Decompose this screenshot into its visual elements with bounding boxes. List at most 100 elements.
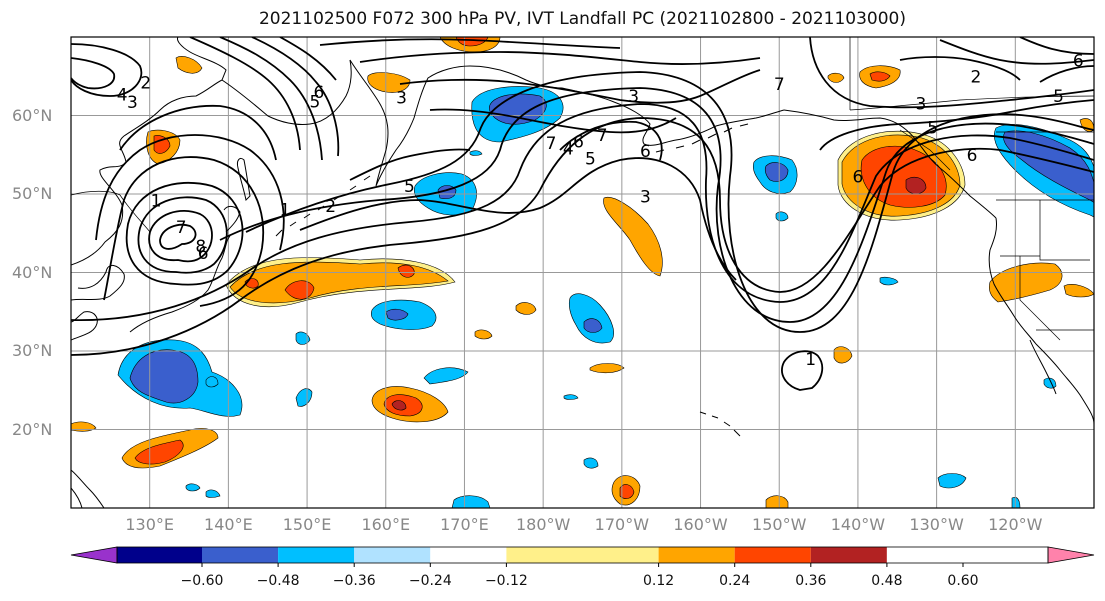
contour-label: 2 — [325, 197, 336, 217]
coast-okhotsk — [221, 59, 352, 125]
contour-low-1 — [159, 223, 197, 250]
shade-positive-bc-small — [827, 72, 845, 83]
contour-small-low — [781, 350, 824, 391]
contour-low-3 — [137, 196, 228, 274]
coast-sakhalin — [237, 157, 251, 202]
contour-band-10 — [319, 38, 621, 49]
colorbar-tick-label: −0.24 — [408, 573, 452, 589]
shade-negative-sub-15 — [563, 394, 579, 400]
lat-label: 30°N — [12, 341, 53, 360]
contour-label: 4 — [563, 139, 574, 159]
contour-ak-5 — [1019, 37, 1094, 55]
contour-nw-4 — [219, 37, 323, 161]
colorbar-bin — [810, 547, 887, 563]
contour-label: 5 — [1053, 87, 1064, 107]
contour-label: 3 — [127, 93, 138, 113]
shade-positive-wpac-band-orange — [229, 261, 449, 304]
contour-low-2 — [148, 210, 213, 263]
colorbar-bin — [963, 547, 1048, 563]
contour-label: 5 — [927, 118, 938, 138]
colorbar — [70, 546, 1095, 567]
shade-negative-sub-6 — [451, 495, 491, 508]
contour-label: 5 — [310, 92, 321, 112]
contour-band-1 — [71, 117, 1094, 356]
shade-negative-gulf-ak-blue — [764, 162, 789, 182]
border-russia-china — [119, 194, 151, 233]
contour-label: 1 — [280, 201, 291, 221]
contour-nw-2 — [71, 57, 116, 90]
coast-korea — [71, 265, 125, 301]
shade-positive-nepac-red — [860, 145, 947, 208]
contour-nw-3 — [189, 37, 301, 151]
colorbar-bin — [354, 547, 431, 563]
lon-label: 180°W — [515, 515, 571, 534]
colorbar-tick-label: −0.48 — [256, 573, 300, 589]
contour-ak-1 — [809, 37, 1094, 109]
shade-positive-sub-5-red — [619, 484, 635, 499]
contour-label: 6 — [853, 168, 864, 188]
border-us-states-3 — [1019, 256, 1061, 341]
contour-label: 2 — [971, 67, 982, 87]
contour-label: 6 — [198, 244, 209, 264]
coast-baja — [1029, 339, 1057, 395]
lat-label: 50°N — [12, 184, 53, 203]
shade-positive-aleutian — [603, 196, 663, 277]
colorbar-bin — [430, 547, 507, 563]
shade-negative-sub-5 — [583, 457, 599, 469]
colorbar-tick-label: 0.12 — [643, 573, 675, 589]
shade-negative-35n-160e-blue — [385, 308, 409, 321]
border-alaska-panhandle — [899, 129, 951, 171]
contour-band-7 — [429, 108, 677, 134]
graticule — [71, 37, 1094, 508]
colorbar-bin — [886, 547, 963, 563]
contour-ak-4 — [939, 39, 1094, 65]
border-us-states-1 — [1039, 200, 1090, 261]
contour-low-4 — [125, 182, 244, 286]
shade-positive-sub-6 — [765, 495, 789, 508]
lon-label: 150°W — [752, 515, 807, 534]
shade-positive-yukon-red — [869, 71, 891, 82]
lon-label: 140°W — [830, 515, 886, 534]
contour-nw-1 — [71, 43, 143, 97]
colorbar-tick-label: −0.36 — [332, 573, 376, 589]
pv-contours — [71, 37, 1094, 391]
colorbar-bin — [658, 547, 735, 563]
lon-label: 140°E — [204, 515, 253, 534]
contour-band-4 — [245, 71, 1094, 333]
contour-band-6 — [349, 148, 471, 181]
coast-hawaii — [699, 411, 741, 437]
contour-label: 6 — [313, 83, 324, 103]
shade-negative-33n-175w-blue — [583, 318, 603, 333]
coast-japan — [129, 205, 241, 333]
colorbar-frame — [116, 546, 1049, 564]
map-title: 2021102500 F072 300 hPa PV, IVT Landfall… — [258, 9, 906, 29]
contour-band-5 — [299, 157, 737, 281]
colorbar-bin — [734, 547, 811, 563]
coast-aleutians — [655, 123, 749, 153]
shade-negative-sub-12 — [469, 150, 483, 156]
contour-label: 6 — [1073, 52, 1084, 72]
colorbar-tick-label: 0.24 — [719, 573, 751, 589]
colorbar-bin — [202, 547, 279, 563]
shade-positive-west-us-2 — [1063, 284, 1094, 298]
shade-positive-wpac-20n-red — [134, 439, 184, 465]
contour-label: 8 — [195, 237, 206, 257]
shade-negative-sub-9 — [775, 211, 789, 222]
contour-label: 7 — [597, 126, 608, 146]
contour-label: 3 — [915, 95, 926, 115]
shade-negative-sub-13 — [185, 483, 201, 492]
shade-negative-sub-14 — [205, 489, 221, 498]
coast-china-south — [71, 311, 98, 341]
colorbar-bin — [117, 547, 202, 563]
shade-positive-west-us — [988, 262, 1063, 303]
colorbar-bin — [506, 547, 659, 563]
contour-label: 5 — [404, 177, 415, 197]
shade-positive-sub-1 — [515, 302, 537, 315]
shade-negative-sub-8 — [879, 276, 899, 286]
shade-positive-sub-2 — [474, 329, 493, 340]
shade-negative-sub-4 — [205, 376, 219, 388]
contour-label: 1 — [151, 191, 162, 211]
shade-positive-siberia-2 — [175, 56, 203, 74]
lat-label: 40°N — [12, 262, 53, 282]
border-china-mongolia — [71, 190, 121, 196]
